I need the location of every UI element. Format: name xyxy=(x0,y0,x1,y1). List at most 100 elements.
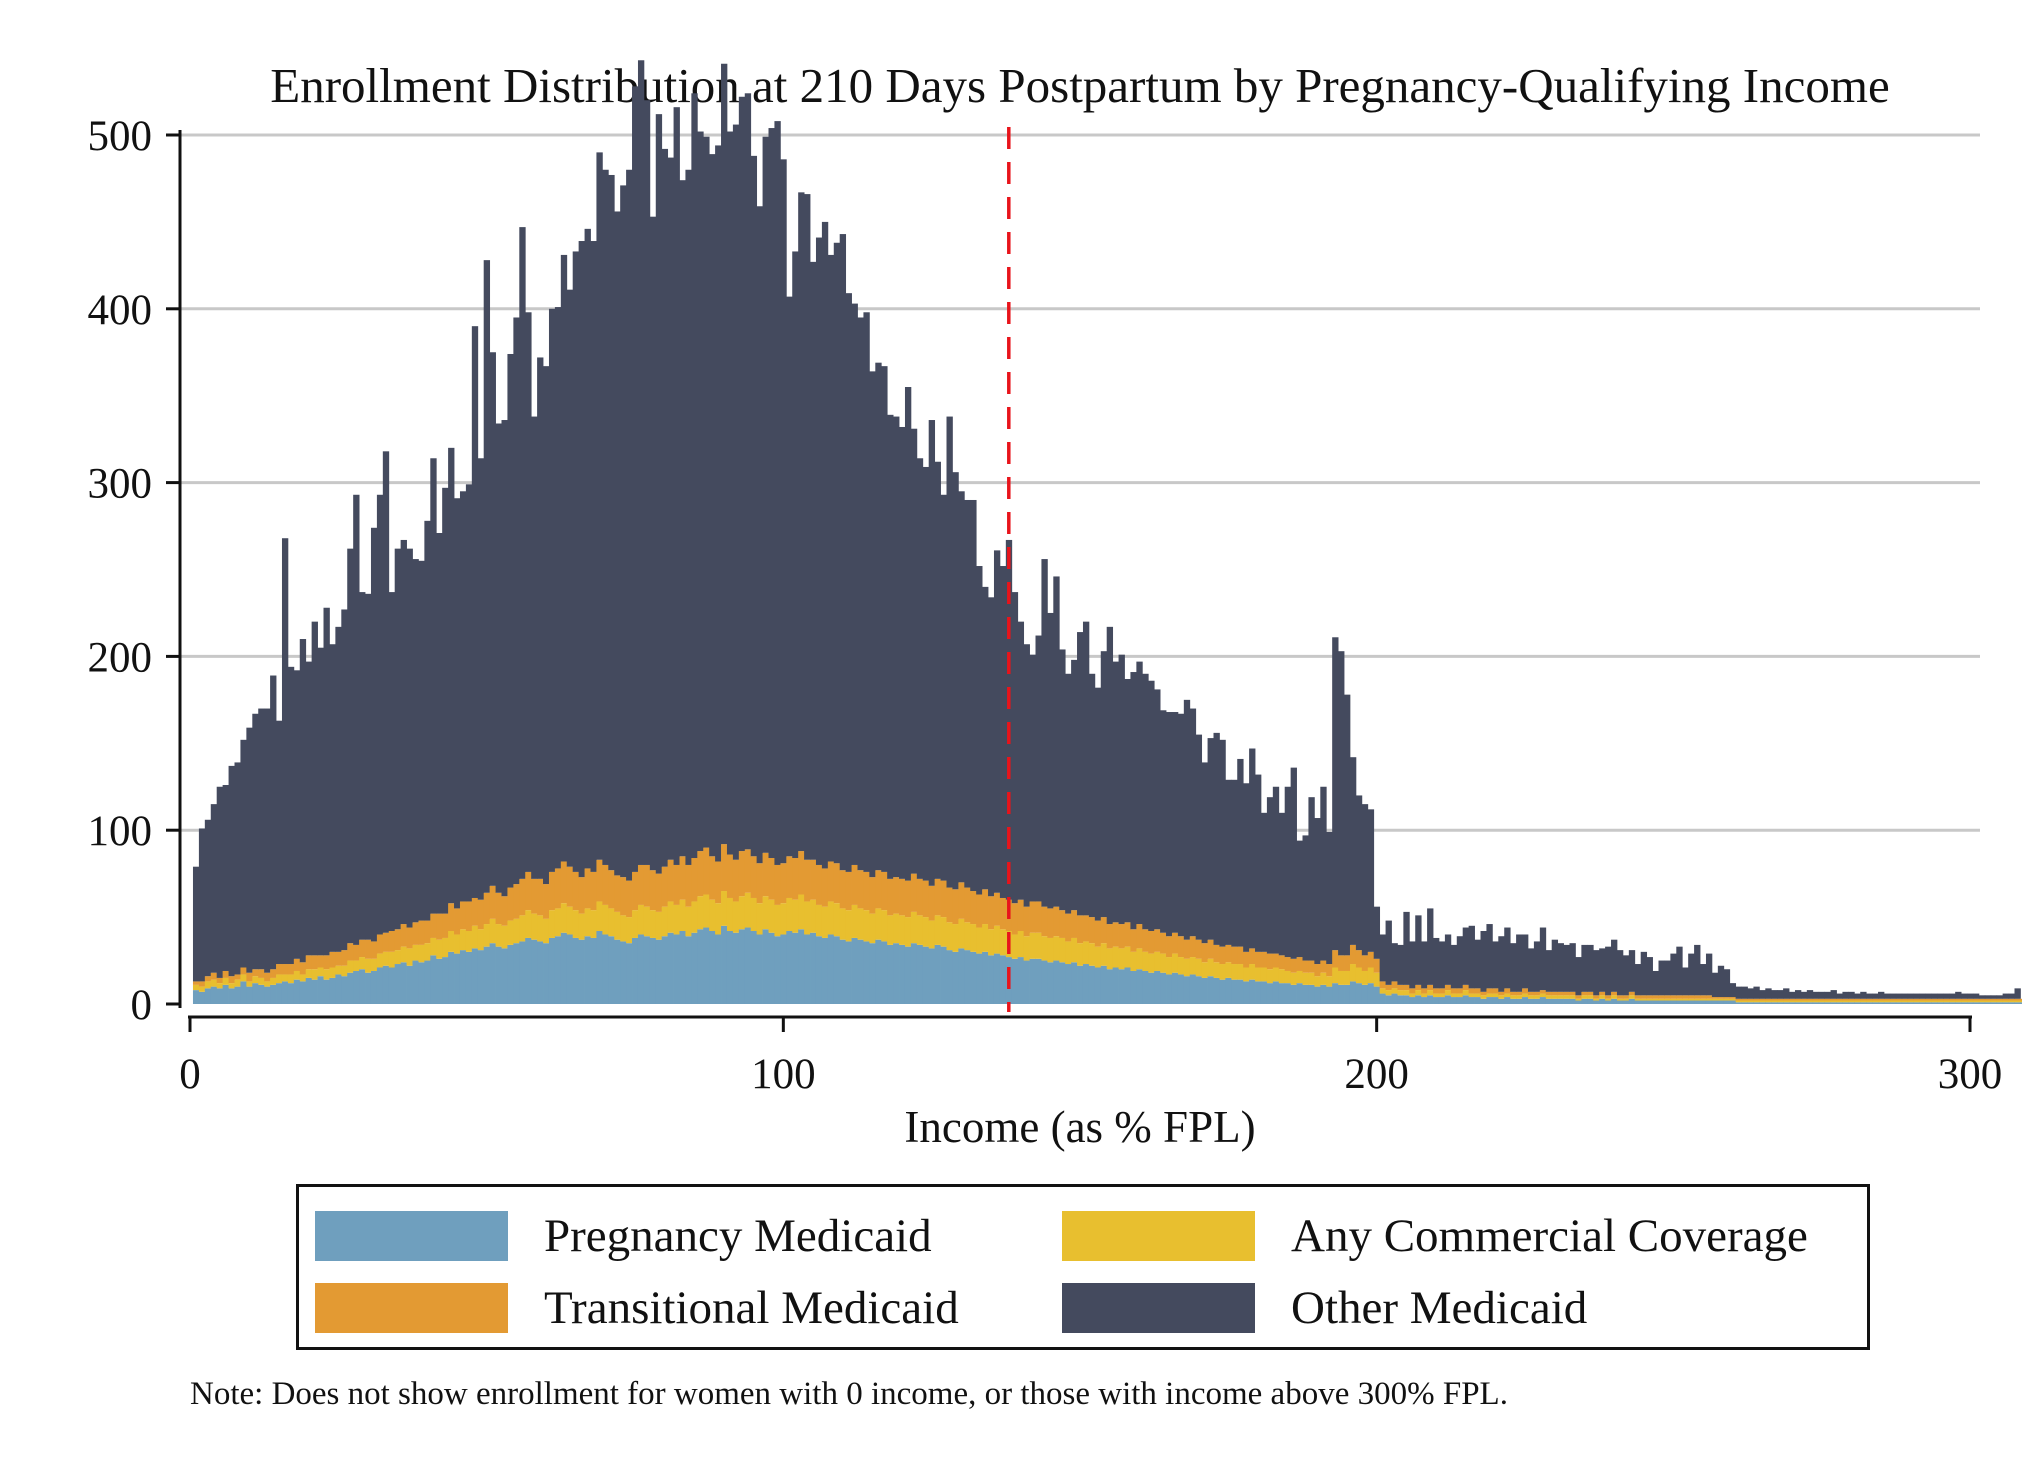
bar-any_commercial xyxy=(323,969,330,980)
bar-transitional_medicaid xyxy=(1628,991,1636,996)
bar-any_commercial xyxy=(1148,953,1155,973)
bar-pregnancy_medicaid xyxy=(1444,995,1452,1004)
bar-transitional_medicaid xyxy=(1077,915,1084,944)
bar-pregnancy_medicaid xyxy=(495,946,502,1004)
bar-transitional_medicaid xyxy=(1183,939,1191,959)
bar-transitional_medicaid xyxy=(2020,998,2022,1001)
bar-other_medicaid xyxy=(1700,964,1707,996)
bar-any_commercial xyxy=(685,906,692,937)
bar-other_medicaid xyxy=(305,661,313,956)
bar-other_medicaid xyxy=(815,237,823,865)
bar-transitional_medicaid xyxy=(863,871,870,911)
bar-transitional_medicaid xyxy=(2002,998,2009,1001)
bar-pregnancy_medicaid xyxy=(1142,970,1149,1004)
bar-transitional_medicaid xyxy=(1260,951,1268,968)
bar-any_commercial xyxy=(1029,932,1036,959)
bar-pregnancy_medicaid xyxy=(1533,998,1541,1004)
bar-any_commercial xyxy=(406,948,413,966)
bar-any_commercial xyxy=(1082,941,1090,965)
bar-transitional_medicaid xyxy=(335,951,342,966)
bar-pregnancy_medicaid xyxy=(264,986,271,1004)
bar-transitional_medicaid xyxy=(1148,931,1155,954)
bar-any_commercial xyxy=(1391,988,1398,994)
bar-transitional_medicaid xyxy=(1984,998,1992,1001)
bar-any_commercial xyxy=(1124,946,1131,968)
bar-any_commercial xyxy=(1931,1000,1938,1003)
bar-other_medicaid xyxy=(1421,941,1428,989)
bar-transitional_medicaid xyxy=(1937,998,1944,1001)
bar-transitional_medicaid xyxy=(370,941,378,959)
y-tick-label: 100 xyxy=(88,808,153,855)
bar-transitional_medicaid xyxy=(1456,988,1464,994)
bar-any_commercial xyxy=(1783,1000,1790,1003)
bar-transitional_medicaid xyxy=(1889,998,1897,1001)
bar-transitional_medicaid xyxy=(548,871,556,911)
bar-transitional_medicaid xyxy=(964,887,971,923)
bar-other_medicaid xyxy=(1622,955,1630,996)
bar-any_commercial xyxy=(1705,998,1713,1001)
bar-any_commercial xyxy=(810,899,817,933)
bar-transitional_medicaid xyxy=(1652,995,1659,999)
bar-any_commercial xyxy=(655,911,663,940)
bar-pregnancy_medicaid xyxy=(198,991,206,1004)
bar-transitional_medicaid xyxy=(590,871,597,911)
bar-other_medicaid xyxy=(1557,943,1564,992)
bar-transitional_medicaid xyxy=(982,889,989,925)
bar-transitional_medicaid xyxy=(762,852,769,897)
bar-pregnancy_medicaid xyxy=(1700,1000,1707,1004)
bar-any_commercial xyxy=(1872,1000,1879,1003)
bar-transitional_medicaid xyxy=(922,880,930,918)
bar-transitional_medicaid xyxy=(738,851,746,897)
bar-any_commercial xyxy=(768,899,775,933)
bar-any_commercial xyxy=(821,906,829,938)
bar-transitional_medicaid xyxy=(715,861,722,904)
bar-any_commercial xyxy=(359,957,366,970)
bar-other_medicaid xyxy=(1836,993,1843,999)
bar-any_commercial xyxy=(1587,995,1594,999)
bar-pregnancy_medicaid xyxy=(1984,1002,1992,1004)
bar-any_commercial xyxy=(513,918,520,944)
bar-other_medicaid xyxy=(1504,927,1511,989)
bar-transitional_medicaid xyxy=(1818,998,1826,1001)
bar-transitional_medicaid xyxy=(430,913,437,938)
bar-pregnancy_medicaid xyxy=(958,948,965,1004)
bar-any_commercial xyxy=(709,899,716,931)
bar-any_commercial xyxy=(1284,970,1292,984)
bar-transitional_medicaid xyxy=(264,972,271,982)
bar-any_commercial xyxy=(1824,1000,1831,1003)
bar-pregnancy_medicaid xyxy=(1516,998,1523,1004)
bar-transitional_medicaid xyxy=(459,901,467,930)
bar-pregnancy_medicaid xyxy=(1889,1002,1897,1004)
bar-transitional_medicaid xyxy=(1486,988,1493,994)
bar-transitional_medicaid xyxy=(1088,917,1096,944)
bar-pregnancy_medicaid xyxy=(1860,1002,1867,1004)
bar-other_medicaid xyxy=(1676,946,1683,996)
bar-pregnancy_medicaid xyxy=(649,937,657,1004)
bar-other_medicaid xyxy=(715,145,722,862)
bar-transitional_medicaid xyxy=(1207,939,1214,959)
bar-transitional_medicaid xyxy=(1913,998,1920,1001)
bar-transitional_medicaid xyxy=(477,899,485,930)
bar-any_commercial xyxy=(1539,993,1547,998)
legend-swatch-pregnancy-medicaid xyxy=(315,1211,508,1261)
bar-pregnancy_medicaid xyxy=(1071,962,1078,1004)
bar-transitional_medicaid xyxy=(1433,988,1440,994)
bar-pregnancy_medicaid xyxy=(916,944,924,1004)
bar-other_medicaid xyxy=(721,63,728,845)
bar-any_commercial xyxy=(1112,946,1119,968)
bar-other_medicaid xyxy=(738,96,746,852)
bar-any_commercial xyxy=(1990,1000,1998,1003)
bar-pregnancy_medicaid xyxy=(519,941,526,1004)
bar-any_commercial xyxy=(1249,964,1256,980)
bar-any_commercial xyxy=(1640,998,1648,1001)
bar-other_medicaid xyxy=(370,527,378,942)
bar-other_medicaid xyxy=(1527,948,1535,992)
bar-pregnancy_medicaid xyxy=(881,941,888,1004)
bar-pregnancy_medicaid xyxy=(1800,1002,1808,1004)
bar-transitional_medicaid xyxy=(572,871,580,911)
bar-transitional_medicaid xyxy=(1789,998,1796,1001)
bar-other_medicaid xyxy=(1949,993,1956,999)
bar-any_commercial xyxy=(626,917,633,944)
bar-pregnancy_medicaid xyxy=(1913,1002,1920,1004)
